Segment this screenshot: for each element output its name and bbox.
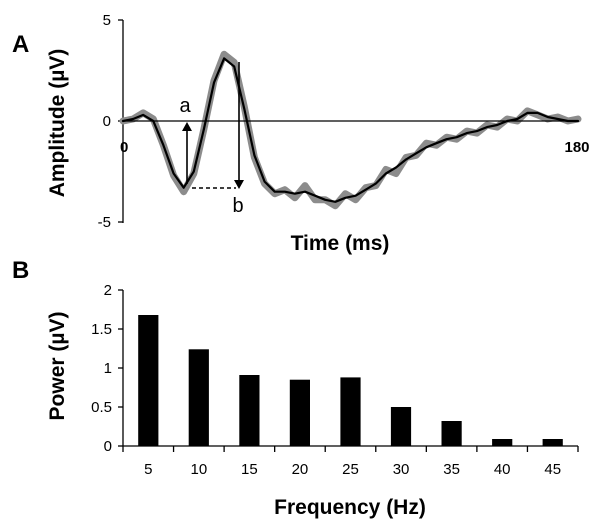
annotation-b-label: b [232,195,243,217]
panel-b-x-ticks: 5 10 15 20 25 30 35 40 45 [122,446,579,478]
panel-b-x-tick-label: 5 [144,461,152,478]
panel-b-chart: B 0 0.5 1 1.5 2 5 10 15 20 25 30 35 40 45 Power (µV)… [12,257,579,519]
panel-a-x-tick-label: 180 [564,139,589,156]
panel-b-x-tick-label: 10 [190,461,207,478]
panel-a-y-axis-title: Amplitude (µV) [46,49,69,198]
annotation-b-arrowhead [234,180,244,189]
panel-b-x-tick-label: 30 [393,461,410,478]
panel-b-x-tick-label: 45 [544,461,561,478]
panel-a-series-group [119,50,582,210]
bar-10hz [188,349,209,446]
panel-b-y-tick-label: 0.5 [91,399,112,416]
panel-b-y-axis-title: Power (µV) [46,312,69,421]
bar-15hz [239,375,260,446]
bar-40hz [492,439,513,446]
panel-b-y-tick-label: 1 [104,360,112,377]
panel-a-x-axis-title: Time (ms) [291,232,390,255]
bar-30hz [390,407,412,446]
panel-b-bars [138,315,563,446]
panel-a-y-tick-label: 0 [103,113,111,130]
panel-b-label: B [12,257,29,284]
bar-5hz [138,315,159,446]
panel-b-x-tick-label: 40 [494,461,511,478]
panel-b-x-axis-title: Frequency (Hz) [274,496,426,519]
panel-b-x-tick-label: 35 [443,461,460,478]
panel-a-y-tick-label: 5 [103,12,111,29]
panel-a-chart: A 5 0 -5 0 180 Amplitude (µV) Time (ms) … [12,12,590,255]
panel-a-series-filtered [121,57,580,203]
panel-a-label: A [12,31,29,58]
panel-a-y-tick-label: -5 [98,214,111,231]
bar-25hz [340,377,361,446]
panel-b-y-ticks: 0 0.5 1 1.5 2 [91,282,123,455]
panel-b-y-tick-label: 2 [104,282,112,299]
bar-35hz [441,421,462,446]
annotation-a-label: a [179,95,191,117]
panel-b-x-tick-label: 20 [292,461,309,478]
panel-b-y-tick-label: 0 [104,438,112,455]
annotation-a-arrowhead [182,122,192,131]
bar-45hz [542,439,563,446]
panel-a-x-tick-label: 0 [120,139,128,156]
panel-b-y-tick-label: 1.5 [91,321,112,338]
panel-b-x-tick-label: 25 [342,461,359,478]
panel-b-x-tick-label: 15 [241,461,258,478]
bar-20hz [289,379,310,446]
